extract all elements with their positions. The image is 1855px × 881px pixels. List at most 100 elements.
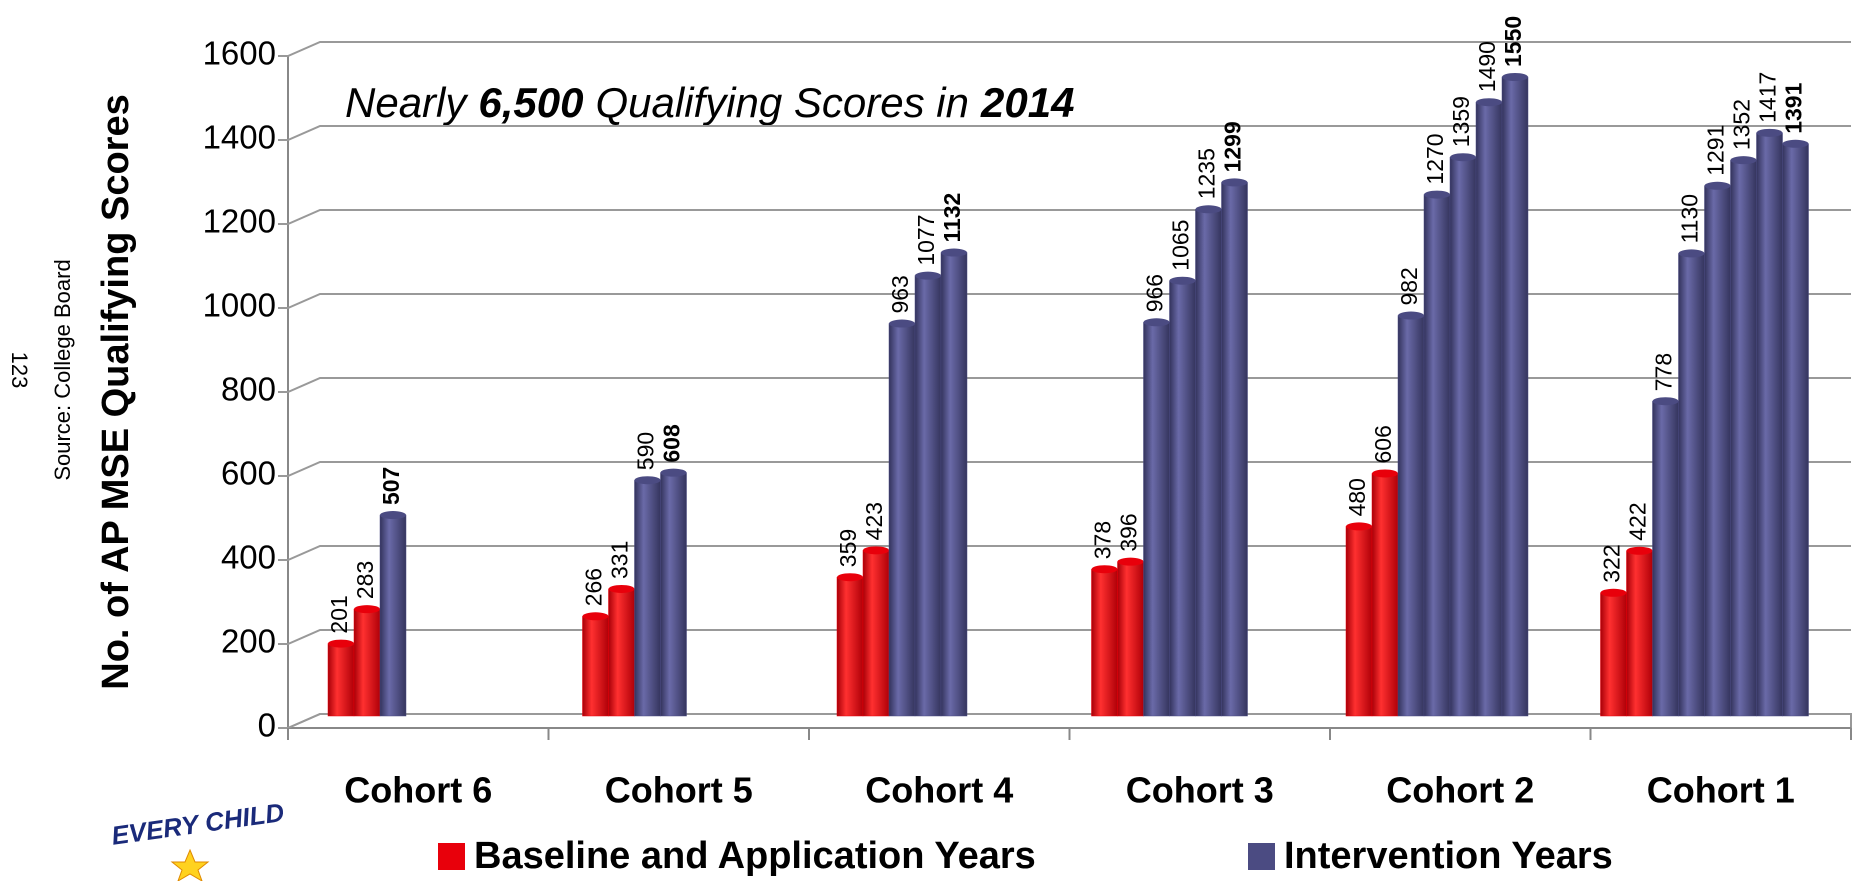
value-label: 963 xyxy=(887,275,913,313)
bar-top xyxy=(380,511,406,520)
legend-swatch xyxy=(1248,843,1275,870)
bar-top xyxy=(1450,153,1476,162)
bar-top xyxy=(941,248,967,257)
value-label: 590 xyxy=(633,432,659,470)
bar-top xyxy=(1372,469,1398,478)
bar xyxy=(1475,101,1503,717)
value-label: 359 xyxy=(835,529,861,567)
bar xyxy=(1091,568,1118,717)
value-label: 480 xyxy=(1344,478,1370,516)
annotation-part: Nearly xyxy=(345,79,469,126)
bar-top xyxy=(1091,565,1118,574)
bar xyxy=(1345,526,1373,717)
value-label: 608 xyxy=(659,424,685,463)
annotation: Nearly 6,500 Qualifying Scores in 2014 xyxy=(345,79,1074,126)
value-label: 322 xyxy=(1599,544,1625,582)
bar xyxy=(634,479,661,717)
bar xyxy=(1423,194,1451,717)
bar xyxy=(1652,400,1679,717)
bar-top xyxy=(915,271,941,280)
logo-star xyxy=(170,848,210,881)
bar-top xyxy=(1730,156,1757,165)
value-label: 283 xyxy=(352,561,378,599)
value-label: 1132 xyxy=(939,193,965,243)
grid-line xyxy=(278,377,1851,393)
bar-top xyxy=(1756,128,1783,137)
x-tick-label: Cohort 1 xyxy=(1647,770,1795,811)
value-label: 331 xyxy=(607,541,633,579)
bar-top xyxy=(582,612,609,621)
value-label: 1235 xyxy=(1194,148,1220,199)
bar xyxy=(914,275,942,717)
bar xyxy=(1195,209,1222,717)
bar xyxy=(1600,592,1627,717)
grid-line xyxy=(278,125,1851,141)
legend-swatch xyxy=(438,843,465,870)
bar-top xyxy=(837,573,863,582)
grid-line xyxy=(278,461,1851,477)
annotation-part: 2014 xyxy=(980,79,1074,126)
bar-top xyxy=(608,584,635,593)
grid-line xyxy=(278,545,1851,561)
bar xyxy=(1449,156,1477,717)
bar-top xyxy=(1117,557,1144,566)
grid-line xyxy=(278,629,1851,645)
x-tick-label: Cohort 4 xyxy=(865,770,1013,811)
value-label: 1391 xyxy=(1781,82,1807,133)
bar xyxy=(1117,561,1144,717)
value-label: 1077 xyxy=(913,214,939,265)
value-label: 1130 xyxy=(1677,194,1703,243)
bar-top xyxy=(1502,73,1528,81)
bar xyxy=(1221,182,1248,717)
bar-top xyxy=(1600,588,1627,597)
value-label: 423 xyxy=(861,502,887,540)
y-tick-label: 200 xyxy=(221,623,276,660)
y-tick-label: 0 xyxy=(258,707,276,744)
x-tick-label: Cohort 6 xyxy=(344,770,492,811)
y-tick-label: 1000 xyxy=(203,287,276,324)
bar xyxy=(1782,143,1809,717)
bar-top xyxy=(634,476,661,485)
y-tick-label: 600 xyxy=(221,455,276,492)
bar xyxy=(1704,185,1731,717)
y-tick-label: 400 xyxy=(221,539,276,576)
value-label: 606 xyxy=(1370,425,1396,463)
y-tick-label: 800 xyxy=(221,371,276,408)
bar-top xyxy=(354,605,380,614)
x-tick-label: Cohort 5 xyxy=(605,770,753,811)
bar xyxy=(608,588,635,717)
grid-line xyxy=(278,293,1851,309)
bar xyxy=(327,643,355,717)
bar-top xyxy=(1346,522,1372,531)
bar xyxy=(862,550,890,717)
bar-top xyxy=(863,546,889,555)
bar-top xyxy=(660,468,687,477)
annotation-part: Qualifying Scores in xyxy=(595,79,969,126)
value-label: 1352 xyxy=(1729,99,1755,150)
bar xyxy=(836,576,864,717)
bar xyxy=(379,514,407,717)
value-label: 1270 xyxy=(1422,133,1448,184)
grid-line xyxy=(278,713,1851,729)
bar-top xyxy=(1143,318,1170,327)
logo-text: EVERY CHILD xyxy=(110,797,287,851)
value-label: 778 xyxy=(1651,353,1677,391)
value-label: 982 xyxy=(1396,267,1422,305)
bar xyxy=(1169,280,1196,717)
value-label: 1299 xyxy=(1220,121,1246,172)
y-tick-label: 1400 xyxy=(203,119,276,156)
legend-label: Intervention Years xyxy=(1284,835,1613,877)
bar-top xyxy=(1678,249,1705,258)
bar xyxy=(940,252,968,717)
value-label: 378 xyxy=(1090,521,1116,559)
value-label: 966 xyxy=(1142,274,1168,312)
page-number: 123 xyxy=(7,352,32,389)
source: Source: College Board xyxy=(50,259,75,480)
bar xyxy=(1756,132,1783,717)
bar-top xyxy=(1424,190,1450,199)
value-label: 1065 xyxy=(1168,220,1194,271)
value-label: 266 xyxy=(581,568,607,606)
bar-top xyxy=(1398,311,1424,320)
bar xyxy=(582,616,609,717)
